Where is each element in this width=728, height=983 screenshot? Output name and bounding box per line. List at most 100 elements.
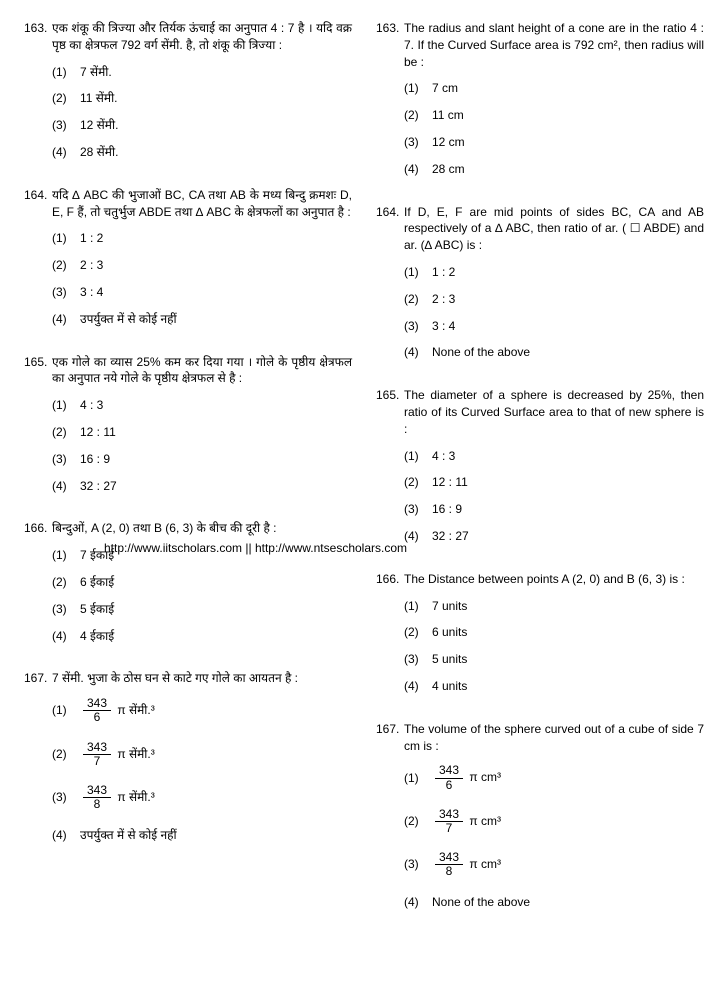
option: (2)2 : 3	[52, 257, 352, 274]
question-number: 163.	[376, 20, 404, 37]
question-text: एक गोले का व्यास 25% कम कर दिया गया । गो…	[52, 354, 352, 388]
question-text: The diameter of a sphere is decreased by…	[404, 387, 704, 437]
option: (4)28 सेंमी.	[52, 144, 352, 161]
fraction-numerator: 343	[83, 784, 111, 798]
option-text: 7 units	[432, 598, 467, 615]
fraction-denominator: 6	[83, 711, 111, 724]
option: (3)3438 π cm³	[404, 851, 704, 878]
option-suffix: π cm³	[466, 857, 501, 871]
option-text: 3436 π cm³	[432, 764, 501, 791]
option: (4)4 ईकाई	[52, 628, 352, 645]
option-text: 6 units	[432, 624, 467, 641]
options-list: (1)4 : 3(2)12 : 11(3)16 : 9(4)32 : 27	[52, 397, 352, 494]
option-number: (1)	[52, 547, 80, 564]
question-text: The Distance between points A (2, 0) and…	[404, 571, 704, 588]
page-wrap: http://www.iitscholars.com || http://www…	[24, 20, 704, 937]
option: (4)28 cm	[404, 161, 704, 178]
fraction-denominator: 6	[435, 779, 463, 792]
fraction: 3437	[83, 741, 111, 768]
option-text: 32 : 27	[432, 528, 469, 545]
option-number: (2)	[52, 574, 80, 591]
question-number: 167.	[376, 721, 404, 738]
option: (1)3436 π cm³	[404, 764, 704, 791]
option: (4)उपर्युक्त में से कोई नहीं	[52, 311, 352, 328]
option-number: (1)	[404, 264, 432, 281]
options-list: (1)1 : 2 (2)2 : 3 (3)3 : 4 (4)None of the a…	[404, 264, 704, 361]
option: (2)6 ईकाई	[52, 574, 352, 591]
option-text: 12 सेंमी.	[80, 117, 118, 134]
option: (3)5 units	[404, 651, 704, 668]
option-text: 1 : 2	[432, 264, 455, 281]
option-text: 3437 π cm³	[432, 808, 501, 835]
option-number: (3)	[404, 134, 432, 151]
question: 167.The volume of the sphere curved out …	[376, 721, 704, 922]
option-text: 3 : 4	[80, 284, 103, 301]
options-list: (1)3436 π सेंमी.³(2)3437 π सेंमी.³(3)343…	[52, 697, 352, 844]
option: (4)None of the above	[404, 894, 704, 911]
fraction-numerator: 343	[83, 697, 111, 711]
option-text: 5 units	[432, 651, 467, 668]
option-number: (3)	[404, 856, 432, 873]
option-number: (2)	[404, 474, 432, 491]
option-text: 11 सेंमी.	[80, 90, 118, 107]
option: (4)उपर्युक्त में से कोई नहीं	[52, 827, 352, 844]
option-number: (4)	[404, 894, 432, 911]
option-number: (1)	[52, 64, 80, 81]
option: (4)None of the above	[404, 344, 704, 361]
option-text: 28 cm	[432, 161, 465, 178]
option-suffix: π cm³	[466, 814, 501, 828]
fraction: 3437	[435, 808, 463, 835]
option-number: (2)	[52, 746, 80, 763]
option-number: (1)	[404, 770, 432, 787]
question-body: If D, E, F are mid points of sides BC, C…	[404, 204, 704, 372]
option-number: (4)	[52, 311, 80, 328]
option-number: (1)	[52, 702, 80, 719]
question: 165.The diameter of a sphere is decrease…	[376, 387, 704, 555]
option-text: 7 cm	[432, 80, 458, 97]
option-number: (2)	[404, 107, 432, 124]
option-number: (1)	[404, 448, 432, 465]
option-text: None of the above	[432, 344, 530, 361]
option-number: (2)	[404, 291, 432, 308]
option-text: 7 सेंमी.	[80, 64, 112, 81]
question-number: 165.	[376, 387, 404, 404]
option-number: (3)	[52, 284, 80, 301]
option: (3)3 : 4	[404, 318, 704, 335]
option-number: (3)	[52, 789, 80, 806]
question: 167.7 सेंमी. भुजा के ठोस घन से काटे गए ग…	[24, 670, 352, 854]
option-number: (2)	[52, 90, 80, 107]
option-suffix: π सेंमी.³	[114, 746, 155, 760]
option-number: (1)	[52, 397, 80, 414]
option-text: 3438 π सेंमी.³	[80, 784, 155, 811]
option: (2)3437 π cm³	[404, 808, 704, 835]
question-text: The volume of the sphere curved out of a…	[404, 721, 704, 755]
option-suffix: π सेंमी.³	[114, 790, 155, 804]
option-text: 4 : 3	[80, 397, 103, 414]
option: (2)3437 π सेंमी.³	[52, 741, 352, 768]
option-text: उपर्युक्त में से कोई नहीं	[80, 311, 177, 328]
option: (1)4 : 3	[404, 448, 704, 465]
option: (1)1 : 2	[52, 230, 352, 247]
option-text: 12 : 11	[80, 424, 116, 441]
fraction-denominator: 8	[435, 865, 463, 878]
option-text: 16 : 9	[80, 451, 110, 468]
fraction: 3438	[435, 851, 463, 878]
question-number: 165.	[24, 354, 52, 371]
watermark: http://www.iitscholars.com || http://www…	[104, 540, 407, 557]
option-text: 4 units	[432, 678, 467, 695]
options-list: (1)4 : 3(2)12 : 11(3)16 : 9(4)32 : 27	[404, 448, 704, 545]
option-text: 3438 π cm³	[432, 851, 501, 878]
question-number: 164.	[24, 187, 52, 204]
question-number: 167.	[24, 670, 52, 687]
option-text: 3436 π सेंमी.³	[80, 697, 155, 724]
question-number: 163.	[24, 20, 52, 37]
option: (2)2 : 3	[404, 291, 704, 308]
option: (1)7 cm	[404, 80, 704, 97]
option: (3)5 ईकाई	[52, 601, 352, 618]
option: (2)12 : 11	[52, 424, 352, 441]
options-list: (1)7 units(2)6 units(3)5 units(4)4 units	[404, 598, 704, 695]
question-body: The radius and slant height of a cone ar…	[404, 20, 704, 188]
option-number: (4)	[52, 144, 80, 161]
option-number: (4)	[404, 344, 432, 361]
fraction-numerator: 343	[435, 851, 463, 865]
